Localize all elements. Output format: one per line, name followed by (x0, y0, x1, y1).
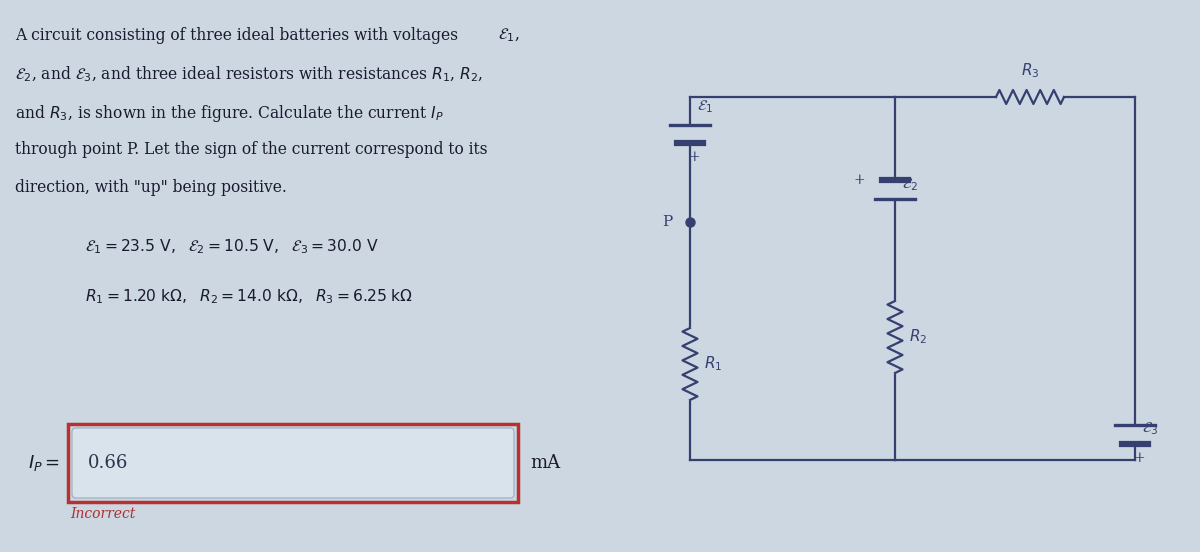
Text: +: + (853, 173, 865, 188)
Text: 0.66: 0.66 (88, 454, 128, 472)
Text: A circuit consisting of three ideal batteries with voltages: A circuit consisting of three ideal batt… (14, 27, 463, 44)
Text: $\mathcal{E}_2$, and $\mathcal{E}_3$, and three ideal resistors with resistances: $\mathcal{E}_2$, and $\mathcal{E}_3$, an… (14, 65, 482, 84)
Text: +: + (1133, 452, 1145, 465)
Text: $R_1$: $R_1$ (704, 354, 722, 373)
Text: $R_2$: $R_2$ (910, 328, 928, 346)
Text: $R_1 = 1.20\ \mathrm{k\Omega},\ \ R_2 = 14.0\ \mathrm{k\Omega},\ \ R_3 = 6.25\ \: $R_1 = 1.20\ \mathrm{k\Omega},\ \ R_2 = … (85, 287, 413, 306)
Text: Incorrect: Incorrect (70, 507, 136, 521)
Text: P: P (661, 215, 672, 229)
FancyBboxPatch shape (72, 428, 514, 498)
FancyBboxPatch shape (68, 424, 518, 502)
Text: direction, with "up" being positive.: direction, with "up" being positive. (14, 179, 287, 196)
Text: $\mathcal{E}_1 = 23.5\ \mathrm{V},\ \ \mathcal{E}_2 = 10.5\ \mathrm{V},\ \ \math: $\mathcal{E}_1 = 23.5\ \mathrm{V},\ \ \m… (85, 237, 379, 256)
Text: mA: mA (530, 454, 560, 472)
Text: through point P. Let the sign of the current correspond to its: through point P. Let the sign of the cur… (14, 141, 487, 158)
Text: and $R_3$, is shown in the figure. Calculate the current $I_P$: and $R_3$, is shown in the figure. Calcu… (14, 103, 444, 124)
Text: $\mathcal{E}_1$,: $\mathcal{E}_1$, (498, 27, 520, 44)
Text: $\mathcal{E}_3$: $\mathcal{E}_3$ (1142, 421, 1158, 437)
Text: $\mathcal{E}_2$: $\mathcal{E}_2$ (902, 177, 918, 193)
Text: $\mathcal{E}_1$: $\mathcal{E}_1$ (697, 98, 713, 114)
Text: +: + (688, 151, 700, 164)
Text: $I_P =$: $I_P =$ (28, 453, 60, 473)
Text: $R_3$: $R_3$ (1021, 61, 1039, 80)
